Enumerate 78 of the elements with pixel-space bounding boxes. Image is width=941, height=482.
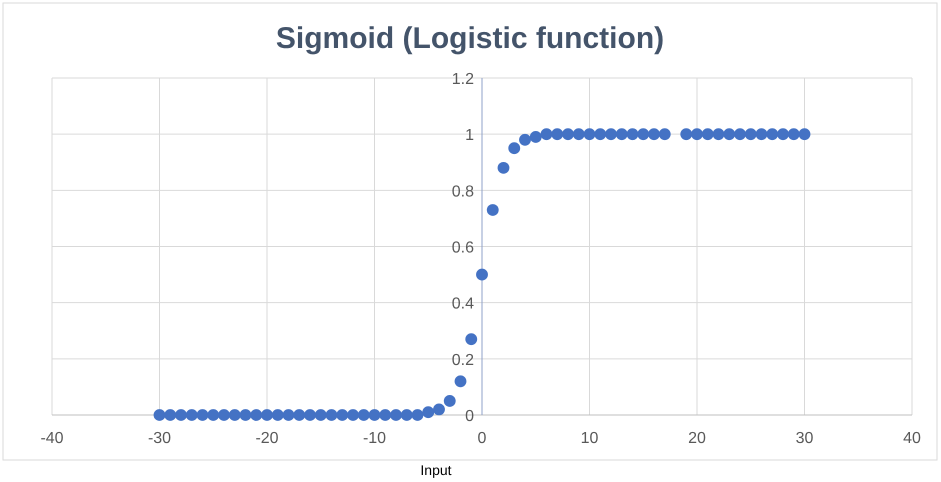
point bbox=[400, 409, 413, 421]
point bbox=[196, 409, 208, 421]
point bbox=[454, 375, 466, 388]
x-axis-title: Input bbox=[420, 462, 452, 478]
x-tick-label: 10 bbox=[580, 430, 598, 447]
chart-title: Sigmoid (Logistic function) bbox=[276, 22, 664, 55]
point bbox=[465, 333, 478, 346]
point bbox=[734, 128, 746, 140]
point bbox=[723, 128, 736, 140]
point bbox=[326, 409, 338, 421]
point bbox=[164, 409, 176, 421]
point bbox=[508, 142, 520, 154]
point bbox=[304, 409, 316, 421]
point bbox=[540, 128, 552, 140]
x-tick-label: -20 bbox=[255, 430, 279, 447]
point bbox=[368, 409, 380, 421]
y-tick-label: 0.4 bbox=[452, 296, 474, 313]
point bbox=[261, 409, 273, 421]
point bbox=[207, 409, 220, 421]
point bbox=[572, 128, 585, 140]
x-tick-label: 20 bbox=[688, 430, 706, 447]
point bbox=[293, 409, 306, 421]
point bbox=[626, 128, 638, 140]
point bbox=[240, 409, 252, 421]
y-tick-label: 1 bbox=[465, 127, 474, 144]
point bbox=[379, 409, 392, 421]
y-tick-label: 0.2 bbox=[452, 352, 474, 369]
point bbox=[788, 128, 800, 140]
point bbox=[422, 406, 434, 418]
x-tick-label: 40 bbox=[903, 430, 921, 447]
y-tick-label: 0.8 bbox=[452, 183, 474, 200]
point bbox=[551, 128, 564, 140]
point bbox=[756, 128, 768, 140]
point bbox=[347, 409, 359, 421]
x-tick-label: -40 bbox=[40, 430, 64, 447]
point bbox=[314, 409, 327, 421]
point bbox=[637, 128, 650, 140]
point bbox=[616, 128, 628, 140]
point bbox=[476, 268, 488, 280]
point bbox=[562, 128, 574, 140]
point bbox=[798, 128, 810, 140]
point bbox=[390, 409, 402, 421]
point bbox=[605, 128, 617, 140]
point bbox=[712, 128, 724, 140]
point bbox=[433, 403, 445, 416]
y-tick-label: 1.2 bbox=[452, 71, 474, 88]
point bbox=[530, 131, 542, 143]
point bbox=[154, 409, 166, 421]
point bbox=[412, 409, 424, 421]
point bbox=[777, 128, 789, 140]
point bbox=[250, 409, 262, 421]
point bbox=[648, 128, 660, 140]
point bbox=[444, 395, 456, 407]
point bbox=[766, 128, 778, 140]
point bbox=[680, 128, 692, 140]
y-tick-label: 0.6 bbox=[452, 240, 474, 256]
point bbox=[218, 409, 230, 421]
y-tick-label: 0 bbox=[465, 408, 474, 425]
x-tick-label: 0 bbox=[478, 430, 487, 447]
point bbox=[498, 162, 510, 174]
point bbox=[282, 409, 294, 421]
point bbox=[272, 409, 284, 421]
point bbox=[658, 128, 671, 140]
point bbox=[744, 128, 757, 140]
point bbox=[691, 128, 703, 140]
x-tick-label: 30 bbox=[796, 430, 814, 447]
point bbox=[594, 128, 606, 140]
point bbox=[358, 409, 370, 421]
point bbox=[584, 128, 596, 140]
point bbox=[486, 204, 499, 216]
point bbox=[336, 409, 348, 421]
x-tick-label: -10 bbox=[362, 430, 386, 447]
x-tick-label: -30 bbox=[148, 430, 172, 447]
point bbox=[228, 409, 241, 421]
point bbox=[702, 128, 714, 140]
point bbox=[519, 134, 531, 146]
point bbox=[175, 409, 187, 421]
point bbox=[186, 409, 198, 421]
